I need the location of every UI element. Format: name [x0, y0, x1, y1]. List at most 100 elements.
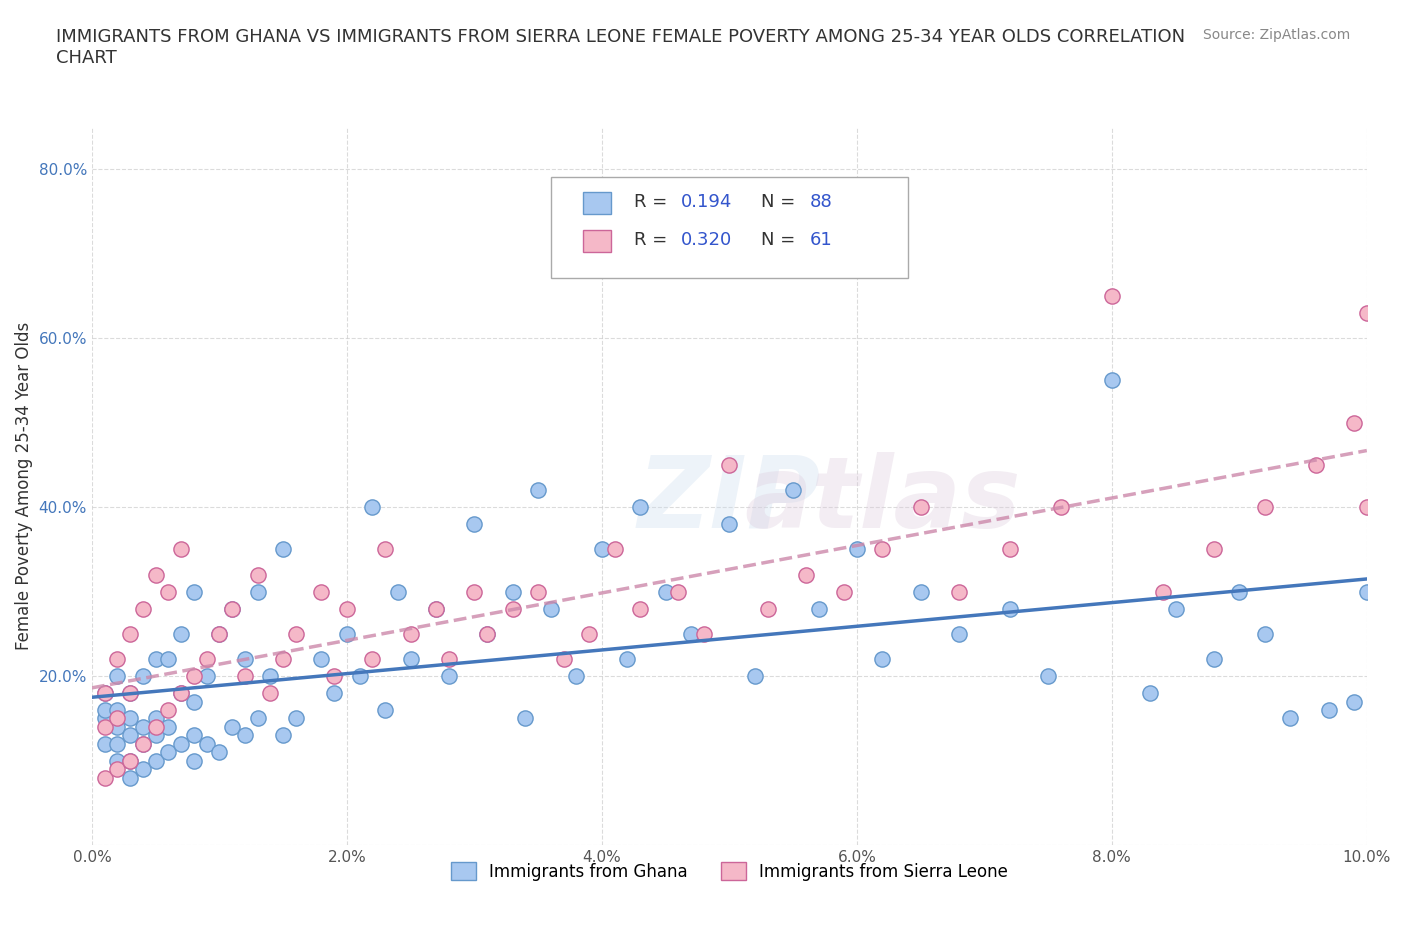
Point	[437, 652, 460, 667]
Point	[1101, 288, 1123, 303]
Point	[463, 516, 485, 531]
Point	[540, 601, 562, 616]
Point	[527, 483, 550, 498]
Point	[463, 584, 485, 599]
Point	[425, 601, 447, 616]
Point	[271, 652, 294, 667]
Point	[221, 601, 243, 616]
Point	[681, 627, 703, 642]
FancyBboxPatch shape	[582, 231, 610, 252]
Point	[145, 720, 167, 735]
Point	[183, 669, 205, 684]
Point	[603, 542, 626, 557]
Point	[361, 652, 384, 667]
Point	[132, 601, 155, 616]
Point	[120, 627, 142, 642]
Point	[756, 601, 779, 616]
Point	[591, 542, 613, 557]
Point	[107, 753, 129, 768]
Point	[311, 652, 333, 667]
Point	[502, 601, 524, 616]
Point	[183, 584, 205, 599]
Point	[284, 711, 307, 726]
Point	[145, 711, 167, 726]
Point	[998, 542, 1021, 557]
Point	[233, 728, 256, 743]
Point	[998, 601, 1021, 616]
Point	[145, 753, 167, 768]
Point	[170, 737, 193, 751]
Point	[1254, 499, 1277, 514]
Point	[553, 652, 575, 667]
Point	[107, 652, 129, 667]
Point	[718, 458, 741, 472]
Point	[336, 627, 359, 642]
Point	[1254, 627, 1277, 642]
Point	[628, 499, 651, 514]
Point	[425, 601, 447, 616]
Point	[259, 685, 281, 700]
Point	[195, 737, 218, 751]
Point	[527, 584, 550, 599]
Point	[93, 720, 115, 735]
Legend: Immigrants from Ghana, Immigrants from Sierra Leone: Immigrants from Ghana, Immigrants from S…	[444, 856, 1015, 887]
Point	[1355, 584, 1378, 599]
Point	[1227, 584, 1250, 599]
Point	[654, 584, 676, 599]
Point	[93, 711, 115, 726]
Point	[374, 542, 396, 557]
Point	[1279, 711, 1302, 726]
Point	[1164, 601, 1187, 616]
Point	[565, 669, 588, 684]
Point	[475, 627, 498, 642]
Point	[195, 652, 218, 667]
Text: R =: R =	[634, 232, 672, 249]
Point	[475, 627, 498, 642]
Text: ZIP: ZIP	[638, 452, 821, 549]
Point	[145, 567, 167, 582]
Point	[170, 542, 193, 557]
Point	[221, 720, 243, 735]
Point	[1036, 669, 1059, 684]
Point	[120, 685, 142, 700]
Point	[271, 542, 294, 557]
Point	[578, 627, 600, 642]
Point	[107, 737, 129, 751]
Y-axis label: Female Poverty Among 25-34 Year Olds: Female Poverty Among 25-34 Year Olds	[15, 322, 32, 650]
Point	[107, 762, 129, 777]
Point	[246, 584, 269, 599]
Point	[323, 685, 346, 700]
Point	[515, 711, 537, 726]
Point	[107, 711, 129, 726]
Text: N =: N =	[761, 232, 801, 249]
Point	[794, 567, 817, 582]
Text: Source: ZipAtlas.com: Source: ZipAtlas.com	[1202, 28, 1350, 42]
Point	[157, 652, 180, 667]
FancyBboxPatch shape	[551, 177, 908, 277]
Point	[145, 652, 167, 667]
Text: R =: R =	[634, 193, 672, 211]
Point	[872, 652, 894, 667]
Point	[1101, 373, 1123, 388]
Point	[399, 652, 422, 667]
Point	[120, 728, 142, 743]
Point	[1202, 652, 1225, 667]
Point	[311, 584, 333, 599]
Text: 0.320: 0.320	[681, 232, 733, 249]
Point	[132, 737, 155, 751]
Point	[1317, 702, 1340, 717]
Point	[336, 601, 359, 616]
Text: 61: 61	[810, 232, 832, 249]
Point	[502, 584, 524, 599]
Point	[399, 627, 422, 642]
Point	[246, 567, 269, 582]
Point	[93, 770, 115, 785]
Point	[208, 627, 231, 642]
Text: IMMIGRANTS FROM GHANA VS IMMIGRANTS FROM SIERRA LEONE FEMALE POVERTY AMONG 25-34: IMMIGRANTS FROM GHANA VS IMMIGRANTS FROM…	[56, 28, 1185, 67]
Point	[120, 753, 142, 768]
Point	[132, 737, 155, 751]
Point	[845, 542, 868, 557]
Point	[145, 728, 167, 743]
Point	[872, 542, 894, 557]
Point	[183, 694, 205, 709]
